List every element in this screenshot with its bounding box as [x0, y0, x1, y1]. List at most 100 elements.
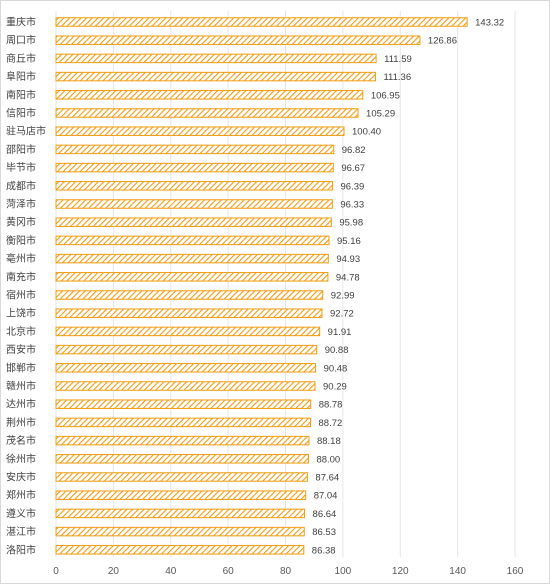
bar [55, 381, 316, 391]
bar [55, 253, 329, 264]
bar [55, 363, 317, 373]
category-label: 郑州市 [6, 489, 36, 502]
x-tick-label: 0 [53, 566, 59, 577]
data-label: 95.16 [337, 236, 361, 247]
data-label: 86.64 [313, 509, 337, 520]
category-label: 驻马店市 [6, 125, 46, 138]
bar [55, 508, 306, 519]
bar [55, 308, 323, 318]
x-tick-label: 20 [108, 566, 120, 577]
category-label: 南阳市 [6, 88, 36, 101]
data-label: 95.98 [339, 218, 363, 229]
x-tick-label: 120 [392, 566, 409, 577]
bar [55, 490, 307, 500]
bar [55, 435, 310, 446]
category-label: 北京市 [6, 325, 36, 338]
data-label: 106.95 [371, 90, 400, 101]
bar [55, 326, 321, 337]
category-label: 毕节市 [6, 161, 36, 174]
category-label: 达州市 [6, 398, 36, 411]
category-label: 邵阳市 [6, 143, 36, 156]
data-label: 100.40 [352, 127, 381, 138]
category-label: 南充市 [6, 270, 36, 283]
data-label: 94.93 [336, 254, 360, 265]
category-labels: 重庆市周口市商丘市阜阳市南阳市信阳市驻马店市邵阳市毕节市成都市菏泽市黄冈市衡阳市… [6, 16, 46, 557]
bar [55, 162, 334, 173]
category-label: 湛江市 [6, 525, 36, 538]
bar [55, 144, 335, 155]
x-tick-label: 100 [335, 566, 352, 577]
category-label: 赣州市 [6, 380, 36, 393]
grid-lines [55, 11, 516, 557]
data-label: 96.33 [340, 200, 364, 211]
data-label: 86.38 [312, 545, 336, 556]
bar [55, 472, 308, 482]
value-labels: 143.32 126.86 111.59 111.36 106.95 105.29 100.… [312, 18, 504, 557]
bar [55, 235, 330, 246]
data-label: 86.53 [312, 527, 336, 538]
bar [55, 71, 376, 82]
bar [55, 526, 305, 537]
data-label: 111.36 [383, 72, 411, 83]
data-label: 96.82 [342, 145, 366, 156]
data-label: 87.64 [315, 473, 339, 484]
category-label: 商丘市 [6, 52, 36, 65]
category-label: 洛阳市 [6, 543, 36, 556]
category-label: 遵义市 [6, 507, 36, 520]
bar [55, 545, 305, 555]
data-label: 90.48 [324, 363, 348, 374]
category-label: 重庆市 [6, 16, 36, 29]
x-tick-label: 80 [280, 566, 292, 577]
data-label: 90.88 [325, 345, 349, 356]
data-label: 126.86 [428, 36, 457, 47]
x-tick-label: 140 [449, 566, 466, 577]
category-label: 上饶市 [6, 307, 36, 320]
data-label: 88.72 [319, 418, 343, 429]
category-label: 徐州市 [6, 452, 36, 465]
category-label: 菏泽市 [6, 198, 36, 211]
data-label: 105.29 [366, 109, 395, 120]
bar [55, 90, 364, 100]
category-label: 成都市 [6, 179, 36, 192]
data-label: 88.78 [319, 400, 343, 411]
data-label: 96.67 [341, 163, 365, 174]
category-label: 茂名市 [6, 434, 36, 447]
bar [55, 454, 309, 464]
bar [55, 181, 334, 191]
bars [55, 17, 468, 555]
category-label: 信阳市 [6, 107, 36, 120]
category-label: 宿州市 [6, 289, 36, 302]
data-label: 111.59 [384, 54, 412, 65]
category-label: 周口市 [6, 34, 36, 47]
bar [55, 290, 324, 300]
data-label: 91.91 [328, 327, 352, 338]
bar [55, 399, 312, 409]
bar [55, 126, 345, 136]
bar [55, 199, 333, 209]
bar [55, 108, 359, 118]
category-label: 邯郸市 [6, 361, 36, 374]
data-label: 143.32 [475, 18, 504, 29]
bar [55, 344, 318, 355]
x-tick-label: 60 [223, 566, 235, 577]
x-tick-label: 160 [507, 566, 524, 577]
data-label: 92.99 [331, 291, 355, 302]
x-axis-tick-labels: 0 20 40 60 80 100 120 140 160 [53, 566, 524, 577]
data-label: 90.29 [323, 382, 347, 393]
bar [55, 272, 329, 282]
category-label: 衡阳市 [6, 234, 36, 247]
category-label: 亳州市 [6, 252, 36, 265]
category-label: 阜阳市 [6, 70, 36, 83]
category-label: 黄冈市 [6, 216, 36, 229]
category-label: 安庆市 [6, 471, 36, 484]
bar [55, 417, 312, 428]
bar [55, 217, 332, 227]
data-label: 96.39 [341, 181, 365, 192]
category-label: 西安市 [6, 343, 36, 356]
data-label: 87.04 [314, 491, 338, 502]
x-tick-label: 40 [165, 566, 177, 577]
category-label: 荆州市 [6, 416, 36, 429]
data-label: 88.18 [317, 436, 341, 447]
